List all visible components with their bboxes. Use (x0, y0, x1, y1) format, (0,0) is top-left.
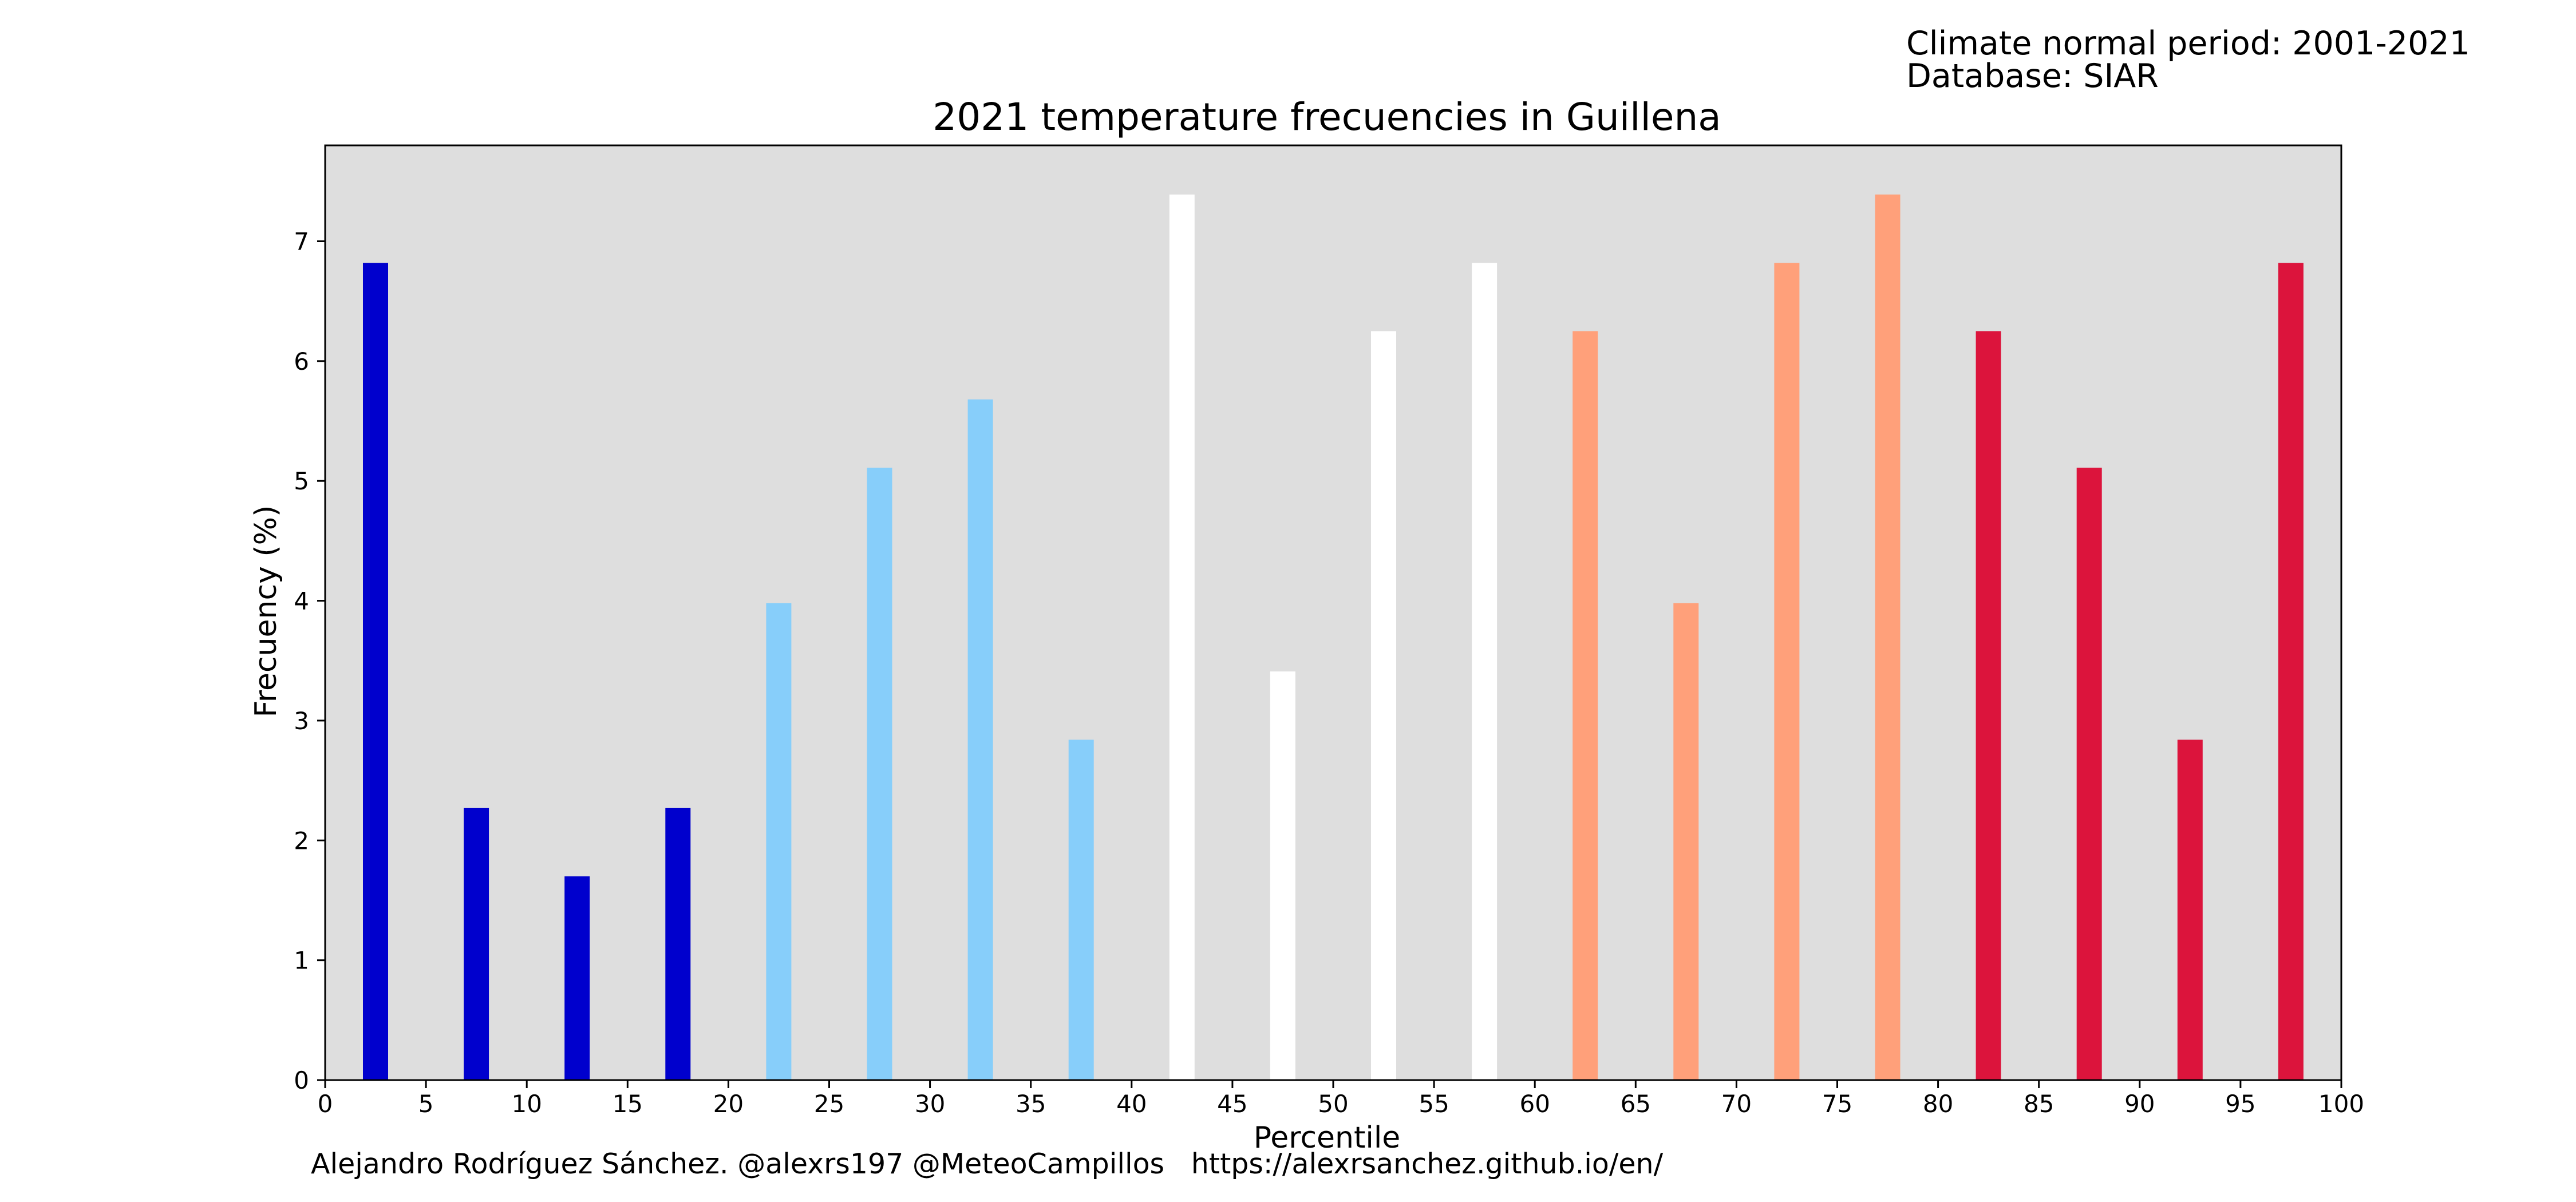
bar-52.5 (1371, 331, 1396, 1080)
x-tick-label: 75 (1822, 1090, 1852, 1118)
y-tick-label: 2 (294, 827, 309, 855)
bar-37.5 (1068, 740, 1094, 1080)
x-tick-label: 65 (1621, 1090, 1651, 1118)
x-tick-label: 15 (613, 1090, 643, 1118)
climate-normal-label: Climate normal period: 2001-2021 (1906, 25, 2470, 62)
bar-77.5 (1875, 194, 1901, 1080)
plot-area (325, 145, 2341, 1080)
bar-2.5 (363, 263, 388, 1081)
x-tick-label: 90 (2124, 1090, 2155, 1118)
y-tick-label: 0 (294, 1066, 309, 1094)
database-label: Database: SIAR (1906, 57, 2159, 95)
x-tick-label: 30 (915, 1090, 945, 1118)
bar-42.5 (1169, 194, 1195, 1080)
x-tick-label: 55 (1419, 1090, 1449, 1118)
bar-22.5 (766, 603, 792, 1080)
y-tick-label: 1 (294, 947, 309, 975)
y-tick-label: 7 (294, 227, 309, 255)
author-credit: Alejandro Rodríguez Sánchez. @alexrs197 … (311, 1148, 1664, 1180)
bar-57.5 (1472, 263, 1498, 1081)
bar-97.5 (2278, 263, 2304, 1081)
y-axis-label: Frecuency (%) (249, 505, 283, 718)
bar-87.5 (2076, 468, 2102, 1081)
x-axis-ticks: 0 5 10 15 20 25 30 35 40 45 50 55 60 65 70 75 80 85 90 95 10… (318, 1080, 2364, 1118)
x-axis-label: Percentile (1254, 1121, 1401, 1155)
y-tick-label: 3 (294, 707, 309, 735)
x-tick-label: 80 (1923, 1090, 1953, 1118)
x-tick-label: 20 (713, 1090, 744, 1118)
y-tick-label: 6 (294, 347, 309, 375)
x-tick-label: 45 (1217, 1090, 1247, 1118)
bar-17.5 (665, 808, 691, 1080)
x-tick-label: 5 (418, 1090, 434, 1118)
bar-47.5 (1270, 671, 1295, 1080)
x-tick-label: 10 (511, 1090, 542, 1118)
x-tick-label: 50 (1318, 1090, 1348, 1118)
bar-62.5 (1573, 331, 1598, 1080)
bars-group (363, 194, 2304, 1081)
y-tick-label: 5 (294, 467, 309, 495)
x-tick-label: 35 (1016, 1090, 1046, 1118)
x-tick-label: 85 (2024, 1090, 2054, 1118)
x-tick-label: 70 (1721, 1090, 1752, 1118)
bar-12.5 (564, 876, 590, 1080)
bar-32.5 (967, 399, 993, 1080)
chart-title: 2021 temperature frecuencies in Guillena (933, 95, 1721, 139)
bar-92.5 (2177, 740, 2203, 1080)
bar-67.5 (1673, 603, 1699, 1080)
bar-82.5 (1976, 331, 2001, 1080)
bar-27.5 (867, 468, 892, 1081)
bar-7.5 (464, 808, 489, 1080)
y-tick-label: 4 (294, 587, 309, 615)
y-axis-ticks: 0 1 2 3 4 5 6 7 (294, 227, 325, 1094)
x-tick-label: 100 (2318, 1090, 2364, 1118)
x-tick-label: 60 (1519, 1090, 1550, 1118)
x-tick-label: 40 (1116, 1090, 1147, 1118)
x-tick-label: 95 (2225, 1090, 2255, 1118)
x-tick-label: 0 (318, 1090, 333, 1118)
bar-72.5 (1774, 263, 1800, 1081)
x-tick-label: 25 (814, 1090, 844, 1118)
